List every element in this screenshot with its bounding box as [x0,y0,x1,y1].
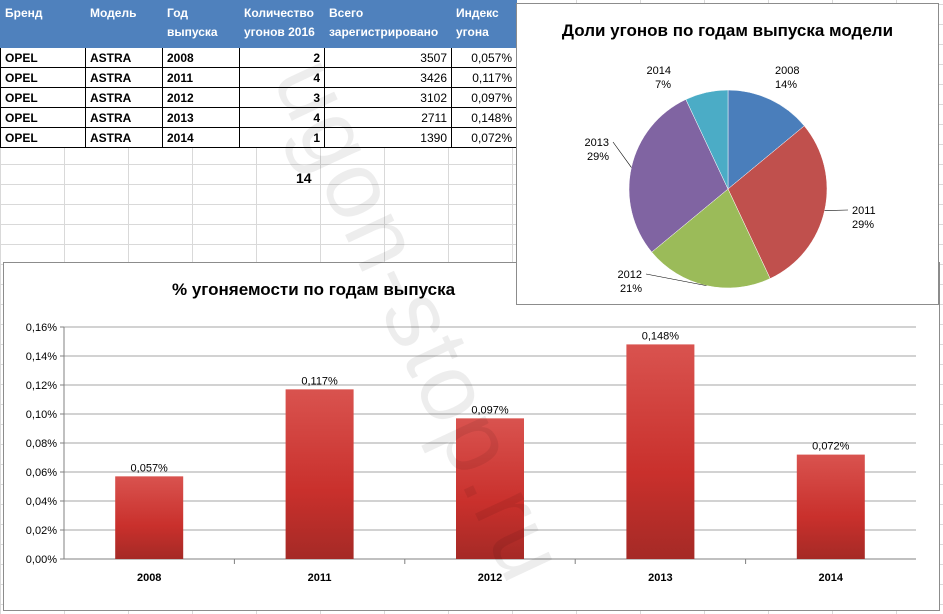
table-row: OPEL ASTRA 2008 2 3507 0,057% [0,47,517,68]
cell-model[interactable]: ASTRA [85,107,163,128]
pie-label-category: 2014 [647,65,671,77]
y-tick-label: 0,14% [26,351,57,363]
x-tick-label: 2011 [308,572,332,584]
cell-theft-index[interactable]: 0,148% [451,107,517,128]
pie-label-category: 2011 [852,205,876,217]
cell-theft-index[interactable]: 0,057% [451,47,517,68]
cell-theft-index[interactable]: 0,097% [451,87,517,108]
total-thefts-cell[interactable]: 14 [296,170,312,186]
cell-theft-index[interactable]: 0,072% [451,127,517,148]
pie-label-percent: 21% [620,283,642,295]
cell-brand[interactable]: OPEL [0,47,86,68]
pie-chart-plot: 2008 14% 2011 29% 2012 21% 2013 29% 2014 7% [585,65,876,295]
table-row: OPEL ASTRA 2014 1 1390 0,072% [0,127,517,148]
cell-year[interactable]: 2008 [162,47,240,68]
header-model[interactable]: Модель [85,0,163,48]
header-theft-index[interactable]: Индекс угона [451,0,517,48]
pie-label-percent: 29% [852,219,874,231]
pie-label-category: 2013 [585,137,609,149]
bar-2013[interactable] [626,344,695,559]
pie-label-percent: 14% [775,79,797,91]
cell-theft-count[interactable]: 4 [239,67,325,88]
pie-chart-title: Доли угонов по годам выпуска модели [561,21,894,40]
cell-year[interactable]: 2013 [162,107,240,128]
cell-year[interactable]: 2011 [162,67,240,88]
cell-brand[interactable]: OPEL [0,87,86,108]
cell-model[interactable]: ASTRA [85,67,163,88]
cell-brand[interactable]: OPEL [0,67,86,88]
x-tick-label: 2014 [819,572,844,584]
pie-slice-2008[interactable] [727,89,805,190]
x-tick-label: 2013 [648,572,672,584]
y-tick-label: 0,10% [26,409,57,421]
cell-year[interactable]: 2014 [162,127,240,148]
cell-registered[interactable]: 3102 [324,87,452,108]
pie-label-category: 2008 [775,65,799,77]
pie-chart[interactable]: Доли угонов по годам выпуска модели 2008… [516,3,939,305]
bar-data-label: 0,057% [131,462,169,474]
table-row: OPEL ASTRA 2013 4 2711 0,148% [0,107,517,128]
cell-registered[interactable]: 3426 [324,67,452,88]
header-registered[interactable]: Всего зарегистрировано [324,0,452,48]
pie-label-category: 2012 [618,269,642,281]
header-year[interactable]: Год выпуска [162,0,240,48]
y-tick-label: 0,12% [26,380,57,392]
y-tick-label: 0,02% [26,525,57,537]
bar-data-label: 0,097% [471,404,509,416]
y-tick-label: 0,00% [26,554,57,566]
cell-theft-count[interactable]: 1 [239,127,325,148]
table-row: OPEL ASTRA 2012 3 3102 0,097% [0,87,517,108]
bar-2014[interactable] [796,454,865,559]
cell-registered[interactable]: 3507 [324,47,452,68]
y-tick-label: 0,08% [26,438,57,450]
cell-model[interactable]: ASTRA [85,127,163,148]
cell-brand[interactable]: OPEL [0,127,86,148]
y-tick-label: 0,06% [26,467,57,479]
cell-theft-count[interactable]: 4 [239,107,325,128]
cell-brand[interactable]: OPEL [0,107,86,128]
cell-model[interactable]: ASTRA [85,47,163,68]
y-tick-label: 0,04% [26,496,57,508]
bar-data-label: 0,072% [812,441,850,453]
bar-2008[interactable] [115,476,184,559]
cell-theft-index[interactable]: 0,117% [451,67,517,88]
x-tick-label: 2008 [137,572,161,584]
x-tick-label: 2012 [478,572,502,584]
pie-label-percent: 29% [587,151,609,163]
cell-year[interactable]: 2012 [162,87,240,108]
bar-2012[interactable] [456,418,524,559]
data-table: Бренд Модель Год выпуска Количество угон… [0,0,517,148]
cell-theft-count[interactable]: 2 [239,47,325,68]
table-row: OPEL ASTRA 2011 4 3426 0,117% [0,67,517,88]
bar-chart-title: % угоняемости по годам выпуска [172,280,456,299]
bar-data-label: 0,148% [642,330,680,342]
bar-chart[interactable]: % угоняемости по годам выпуска 0,00% 0,02… [3,262,940,611]
bar-data-label: 0,117% [301,375,338,387]
header-theft-count[interactable]: Количество угонов 2016 [239,0,325,48]
cell-model[interactable]: ASTRA [85,87,163,108]
pie-label-percent: 7% [655,79,671,91]
bar-chart-plot: 0,00% 0,02% 0,04% 0,06% 0,08% 0,10% 0,12% 0,14%… [26,322,916,584]
cell-registered[interactable]: 2711 [324,107,452,128]
cell-theft-count[interactable]: 3 [239,87,325,108]
bar-2011[interactable] [285,389,354,559]
table-header-row: Бренд Модель Год выпуска Количество угон… [0,0,517,48]
header-brand[interactable]: Бренд [0,0,86,48]
pie-slice-2014[interactable] [685,89,729,190]
y-tick-label: 0,16% [26,322,57,334]
cell-registered[interactable]: 1390 [324,127,452,148]
